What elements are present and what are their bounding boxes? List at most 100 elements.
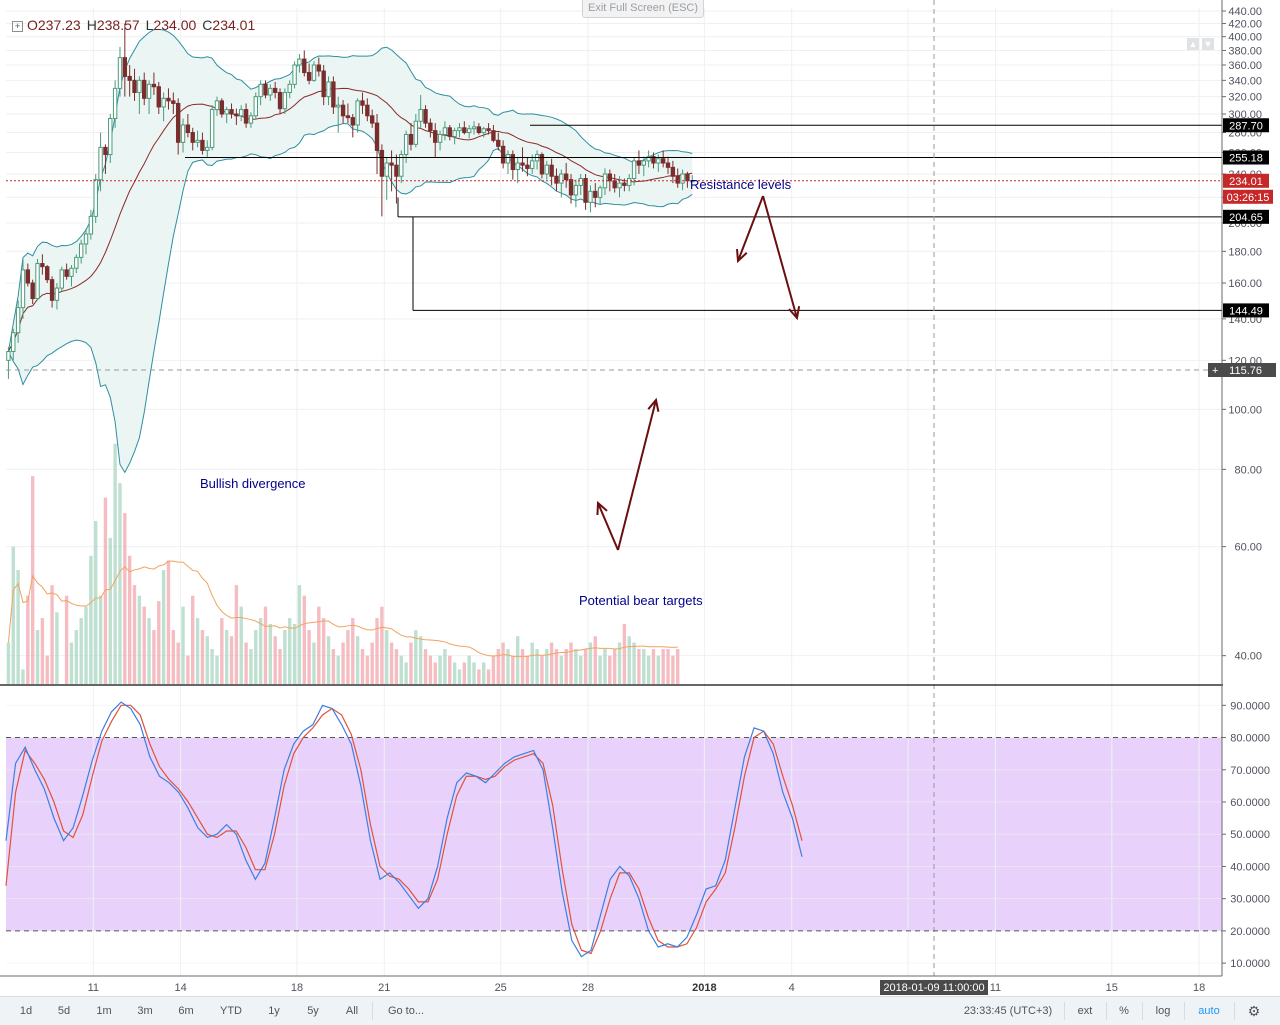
volume-bar [676,649,680,684]
resistance-arrow-left[interactable] [737,195,764,262]
range-1y-button[interactable]: 1y [268,1005,280,1017]
percent-scale-button[interactable]: % [1119,1005,1129,1017]
range-5d-button[interactable]: 5d [57,1005,71,1017]
volume-bar [549,642,554,684]
candle-body [471,126,477,130]
volume-bar [55,612,59,684]
range-6m-button[interactable]: 6m [178,1005,194,1017]
goto-date-button[interactable]: Go to... [387,1005,425,1017]
volume-bar [380,606,384,684]
candle-body [617,182,622,189]
last-price-label-bg [1223,173,1269,188]
trend-arrows[interactable] [596,195,801,551]
volume-bar [331,649,336,684]
toolbar-divider [1106,1002,1107,1020]
crosshair-plus-icon: + [1212,365,1218,377]
volume-bar [191,595,195,684]
range-3m-button[interactable]: 3m [137,1005,153,1017]
candle-body [321,70,326,98]
candle-body [64,269,69,277]
toolbar-divider [1184,1002,1185,1020]
range-all-button[interactable]: All [345,1005,359,1017]
candle-body [408,133,414,145]
candle-body [15,307,21,334]
volume-bar [666,649,670,684]
annotation-label: Bullish divergence [200,476,306,491]
candle-body [35,263,40,300]
candlestick-series[interactable] [6,23,695,379]
plus-square-icon[interactable]: + [12,21,23,32]
volume-bar [69,642,74,684]
candle-body [636,160,642,166]
candle-body [122,57,128,77]
time-axis-label: 25 [495,982,507,994]
price-chart[interactable]: Resistance levels Bullish divergence Poten… [0,0,1280,996]
time-axis-label: 14 [174,982,186,994]
candle-body [224,109,229,115]
candle-body [209,109,215,148]
pane-collapse-icon[interactable]: ▲ [1187,38,1199,50]
pane-maximize-icon[interactable]: ▼ [1202,38,1214,50]
auto-scale-button[interactable]: auto [1198,1005,1220,1017]
candle-body [496,139,501,147]
candle-body [403,133,409,156]
range-5y-button[interactable]: 5y [307,1005,319,1017]
candle-body [597,187,603,198]
resistance-arrow-right[interactable] [762,195,798,319]
candle-body [442,127,448,135]
volume-bar [11,546,15,684]
volume-bar [161,570,166,684]
log-scale-button[interactable]: log [1155,1005,1171,1017]
candle-body [311,64,317,81]
volume-bar [307,630,311,684]
volume-bar [496,649,500,684]
extended-hours-button[interactable]: ext [1077,1005,1093,1017]
volume-bar [482,662,486,684]
gear-icon[interactable]: ⚙ [1247,1003,1261,1019]
volume-bar [273,636,277,684]
candle-body [355,100,360,126]
volume-bar [94,521,98,684]
volume-bar [157,601,161,684]
candle-body [88,215,94,235]
bear-target-arrow-up[interactable] [617,399,657,551]
exit-fullscreen-button[interactable]: Exit Full Screen (ESC) [582,0,704,18]
bollinger-upper-band [7,28,693,352]
candle-body [78,243,84,258]
bear-target-arrow-left-head[interactable] [596,500,608,516]
volume-bar [651,649,656,684]
pane-controls: ▲ ▼ [1187,34,1217,52]
candle-body [268,87,273,96]
time-axis-label: 11 [990,982,1001,994]
volume-bar [472,662,476,684]
candle-body [302,58,307,74]
candle-body [190,132,195,143]
range-1d-button[interactable]: 1d [19,1005,33,1017]
bear-target-arrow-left[interactable] [597,502,619,551]
candle-body [161,97,166,108]
volume-moving-average [7,560,678,657]
volume-bar [520,649,525,684]
resistance-arrow-right-head[interactable] [788,306,801,321]
volume-bar [608,655,612,684]
resistance-arrow-left-head[interactable] [736,248,748,264]
volume-bar [564,649,568,684]
time-axis-label: 2018 [692,982,716,994]
candle-body [253,96,258,117]
price-line-label-bg [1223,118,1269,133]
candle-body [277,91,283,110]
candle-body [11,332,16,353]
candle-body [239,109,244,117]
candle-body [646,156,651,162]
bear-target-arrow-up-head[interactable] [647,397,660,412]
time-axis-label: 18 [291,982,303,994]
candle-body [466,128,472,134]
volume-bar [438,655,442,684]
volume-bar [530,642,534,684]
time-axis-label: 4 [789,982,795,994]
range-ytd-button[interactable]: YTD [220,1005,242,1017]
candle-body [45,266,50,281]
clock-timezone[interactable]: 23:33:45 (UTC+3) [963,1005,1053,1017]
range-1m-button[interactable]: 1m [96,1005,112,1017]
volume-bar [501,642,505,684]
